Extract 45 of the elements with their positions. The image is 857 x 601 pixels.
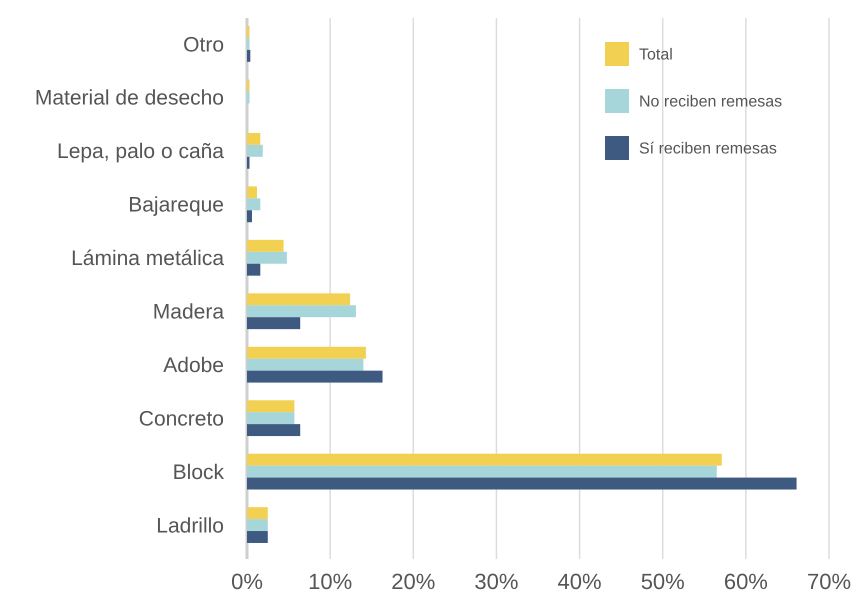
bar — [247, 358, 364, 371]
bar — [247, 252, 287, 264]
bar — [247, 519, 268, 532]
y-tick-label: Concreto — [138, 408, 224, 430]
bar — [247, 531, 268, 543]
bar — [247, 478, 797, 490]
bar — [247, 317, 300, 330]
bar — [247, 400, 294, 412]
bar — [247, 370, 383, 383]
x-tick-label: 50% — [640, 569, 685, 594]
legend-label: Sí reciben remesas — [639, 140, 777, 158]
bar — [247, 144, 263, 157]
y-tick-label: Lepa, palo o caña — [57, 140, 224, 164]
legend-label: Total — [639, 46, 673, 64]
bar — [247, 198, 260, 210]
y-tick-label: Adobe — [163, 354, 224, 378]
y-tick-label: Bajareque — [128, 194, 224, 217]
x-tick-label: 0% — [231, 569, 263, 594]
x-tick-label: 20% — [391, 569, 436, 594]
bar — [247, 454, 722, 466]
x-tick-label: 60% — [724, 569, 768, 594]
y-tick-label: Material de desecho — [34, 86, 224, 110]
bar — [247, 210, 252, 222]
x-tick-label: 30% — [474, 569, 518, 594]
y-tick-label: Otro — [183, 33, 224, 56]
y-tick-label: Ladrillo — [156, 514, 224, 538]
bar — [247, 186, 257, 198]
bar — [247, 264, 260, 276]
y-tick-label: Block — [172, 460, 224, 484]
bar — [247, 424, 300, 436]
bar — [247, 50, 250, 62]
bar — [247, 240, 284, 252]
x-tick-label: 70% — [806, 569, 852, 594]
legend-label: No reciben remesas — [639, 94, 782, 111]
x-tick-label: 40% — [558, 569, 602, 594]
y-tick-label: Madera — [152, 300, 224, 324]
y-tick-label: Lámina metálica — [71, 247, 224, 270]
bar — [247, 412, 294, 424]
bar — [247, 293, 350, 306]
bar — [247, 507, 268, 520]
bar — [247, 132, 260, 145]
x-tick-label: 10% — [308, 569, 352, 594]
bar — [247, 305, 356, 318]
bar — [247, 346, 366, 359]
bar — [247, 466, 717, 478]
